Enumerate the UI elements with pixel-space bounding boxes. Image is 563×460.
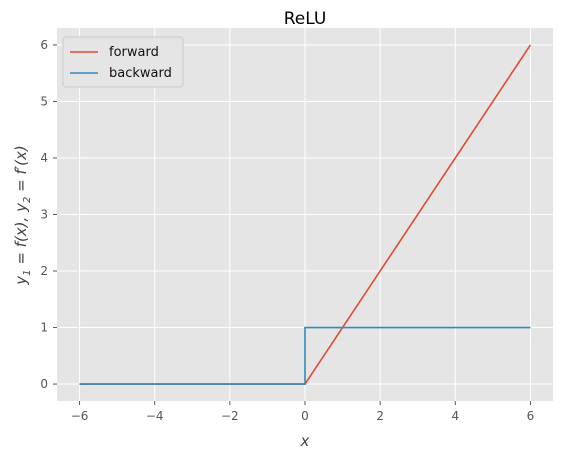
y-axis-label: y1 = f(x), y2 = f′(x): [12, 145, 33, 285]
series-group: [79, 44, 532, 385]
y-tick-label: 5: [40, 94, 48, 108]
y-tick-label: 4: [40, 151, 48, 165]
x-tick-label: 4: [451, 409, 459, 423]
chart-title: ReLU: [284, 9, 327, 29]
ticks: −6 −4 −2 0 2 4 6 0 1 2 3 4 5 6: [40, 38, 534, 423]
legend-box: [62, 36, 184, 88]
y-tick-label: 1: [40, 321, 48, 335]
series-line-backward: [79, 326, 531, 385]
x-tick-label: 0: [301, 409, 309, 423]
x-tick-label: −4: [146, 409, 164, 423]
svg-text:y1 = f(x), y2 = f′(x): y1 = f(x), y2 = f′(x): [12, 145, 33, 285]
x-tick-label: 6: [527, 409, 535, 423]
legend: forward backward: [62, 36, 184, 88]
y-tick-label: 3: [40, 208, 48, 222]
legend-label-backward: backward: [109, 66, 172, 81]
y-tick-label: 0: [40, 377, 48, 391]
x-tick-label: 2: [376, 409, 384, 423]
x-tick-label: −6: [71, 409, 89, 423]
x-axis-label: x: [300, 432, 310, 450]
y-tick-label: 2: [40, 264, 48, 278]
y-tick-label: 6: [40, 38, 48, 52]
legend-label-forward: forward: [109, 45, 159, 60]
x-tick-label: −2: [221, 409, 239, 423]
